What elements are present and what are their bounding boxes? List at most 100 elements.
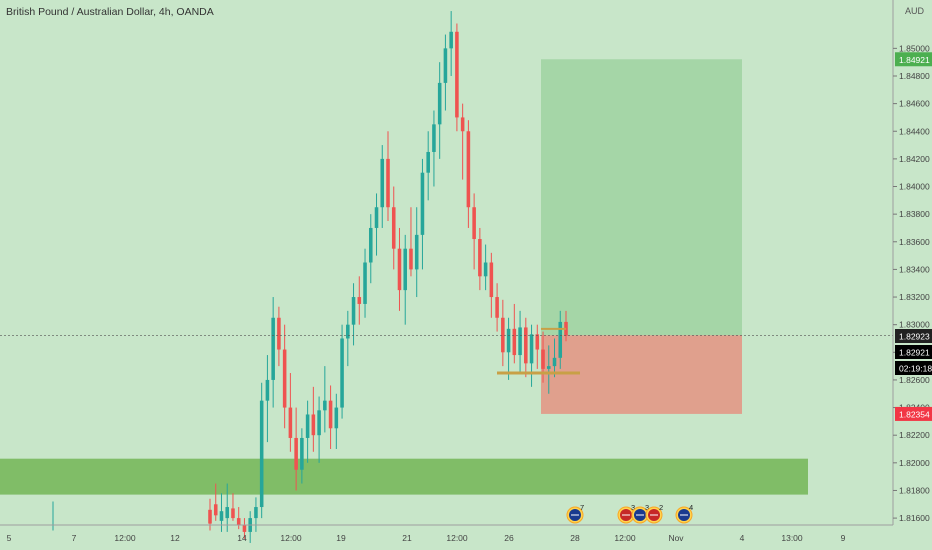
- y-tick-label: 1.83400: [899, 264, 930, 274]
- candle-body[interactable]: [311, 414, 316, 436]
- candle-body[interactable]: [501, 317, 505, 353]
- candle-body[interactable]: [265, 379, 270, 401]
- candle-body[interactable]: [518, 327, 522, 356]
- candle-body[interactable]: [374, 207, 379, 228]
- candle-body[interactable]: [213, 504, 218, 516]
- current-price-tag: 1.82921: [899, 348, 930, 358]
- candle-body[interactable]: [231, 508, 235, 519]
- candle-body[interactable]: [403, 248, 408, 291]
- candle-body[interactable]: [242, 525, 247, 532]
- candle-body[interactable]: [368, 227, 373, 263]
- countdown-tag: 02:19:18: [899, 364, 932, 374]
- event-count-badge: 2: [659, 503, 663, 512]
- y-tick-label: 1.84400: [899, 126, 930, 136]
- candle-body[interactable]: [386, 158, 390, 208]
- candle-body[interactable]: [472, 207, 476, 240]
- x-tick-label: 12:00: [114, 533, 136, 543]
- candle-body[interactable]: [340, 338, 344, 408]
- candle-body[interactable]: [277, 317, 281, 350]
- y-tick-label: 1.82000: [899, 458, 930, 468]
- candle-body[interactable]: [478, 239, 482, 277]
- candle-body[interactable]: [236, 518, 241, 525]
- stop-price-tag-bg[interactable]: [895, 406, 932, 421]
- candle-body[interactable]: [208, 509, 212, 524]
- candle-body[interactable]: [380, 158, 385, 208]
- y-tick-label: 1.83600: [899, 237, 930, 247]
- candle-body[interactable]: [495, 297, 499, 318]
- x-tick-label: 12:00: [280, 533, 302, 543]
- candle-body[interactable]: [506, 328, 511, 353]
- x-tick-label: 7: [72, 533, 77, 543]
- candle-body[interactable]: [455, 31, 459, 118]
- candle-body[interactable]: [391, 207, 396, 249]
- candle-body[interactable]: [443, 48, 448, 83]
- candle-body[interactable]: [409, 248, 413, 270]
- candle-body[interactable]: [460, 117, 465, 132]
- candle-body[interactable]: [334, 407, 339, 429]
- y-tick-label: 1.84200: [899, 154, 930, 164]
- y-tick-label: 1.83000: [899, 320, 930, 330]
- candle-body[interactable]: [449, 31, 453, 49]
- candle-body[interactable]: [351, 297, 356, 325]
- candle-body[interactable]: [219, 511, 224, 521]
- candle-body[interactable]: [420, 172, 425, 235]
- target-price-tag-bg[interactable]: [895, 52, 932, 67]
- candle-body[interactable]: [432, 124, 436, 152]
- candle-body[interactable]: [524, 327, 528, 364]
- candle-body[interactable]: [489, 262, 494, 298]
- candle-body[interactable]: [414, 234, 419, 270]
- last-close-tag-bg[interactable]: [895, 329, 932, 343]
- candle-body[interactable]: [558, 321, 563, 358]
- currency-label[interactable]: AUD: [905, 6, 925, 16]
- x-tick-label: 14: [237, 533, 247, 543]
- candle-body[interactable]: [552, 357, 557, 367]
- candle-body[interactable]: [323, 400, 327, 411]
- candle-body[interactable]: [225, 507, 230, 519]
- current-price-tag-bg[interactable]: [895, 345, 932, 359]
- event-count-badge: 4: [689, 503, 693, 512]
- candle-body[interactable]: [483, 262, 488, 277]
- candle-body[interactable]: [305, 414, 310, 438]
- candle-body[interactable]: [363, 262, 367, 304]
- countdown-tag-bg[interactable]: [895, 361, 932, 375]
- y-tick-label: 1.84600: [899, 99, 930, 109]
- candle-body[interactable]: [288, 407, 293, 438]
- candle-body[interactable]: [426, 151, 430, 173]
- candle-body[interactable]: [346, 324, 350, 339]
- demand-zone[interactable]: [0, 458, 808, 495]
- x-tick-label: 9: [841, 533, 846, 543]
- y-tick-label: 1.82200: [899, 430, 930, 440]
- candle-body[interactable]: [357, 297, 362, 304]
- candle-body[interactable]: [535, 334, 540, 350]
- candle-body[interactable]: [529, 334, 534, 364]
- event-count-badge: 3: [645, 503, 649, 512]
- x-tick-label: 28: [570, 533, 580, 543]
- x-tick-label: 21: [402, 533, 412, 543]
- x-tick-label: 13:00: [781, 533, 803, 543]
- candle-body[interactable]: [259, 400, 264, 508]
- candle-body[interactable]: [546, 366, 551, 369]
- candle-body[interactable]: [317, 410, 321, 436]
- candle-body[interactable]: [328, 400, 333, 429]
- candle-body[interactable]: [271, 317, 275, 380]
- candle-body[interactable]: [282, 349, 287, 408]
- y-tick-label: 1.85000: [899, 43, 930, 53]
- x-tick-label: 12: [170, 533, 180, 543]
- candle-body[interactable]: [466, 131, 471, 208]
- x-tick-label: 5: [7, 533, 12, 543]
- candle-body[interactable]: [300, 437, 304, 470]
- candle-body[interactable]: [397, 248, 402, 291]
- event-count-badge: 3: [631, 503, 635, 512]
- profit-zone[interactable]: [541, 59, 742, 336]
- candle-body[interactable]: [254, 507, 258, 519]
- candle-body[interactable]: [512, 328, 517, 356]
- loss-zone[interactable]: [541, 335, 742, 414]
- x-tick-label: 26: [504, 533, 514, 543]
- candle-body[interactable]: [437, 82, 442, 125]
- symbol-title: British Pound / Australian Dollar, 4h, O…: [6, 6, 214, 18]
- candle-body[interactable]: [294, 437, 298, 470]
- candle-body[interactable]: [541, 349, 545, 369]
